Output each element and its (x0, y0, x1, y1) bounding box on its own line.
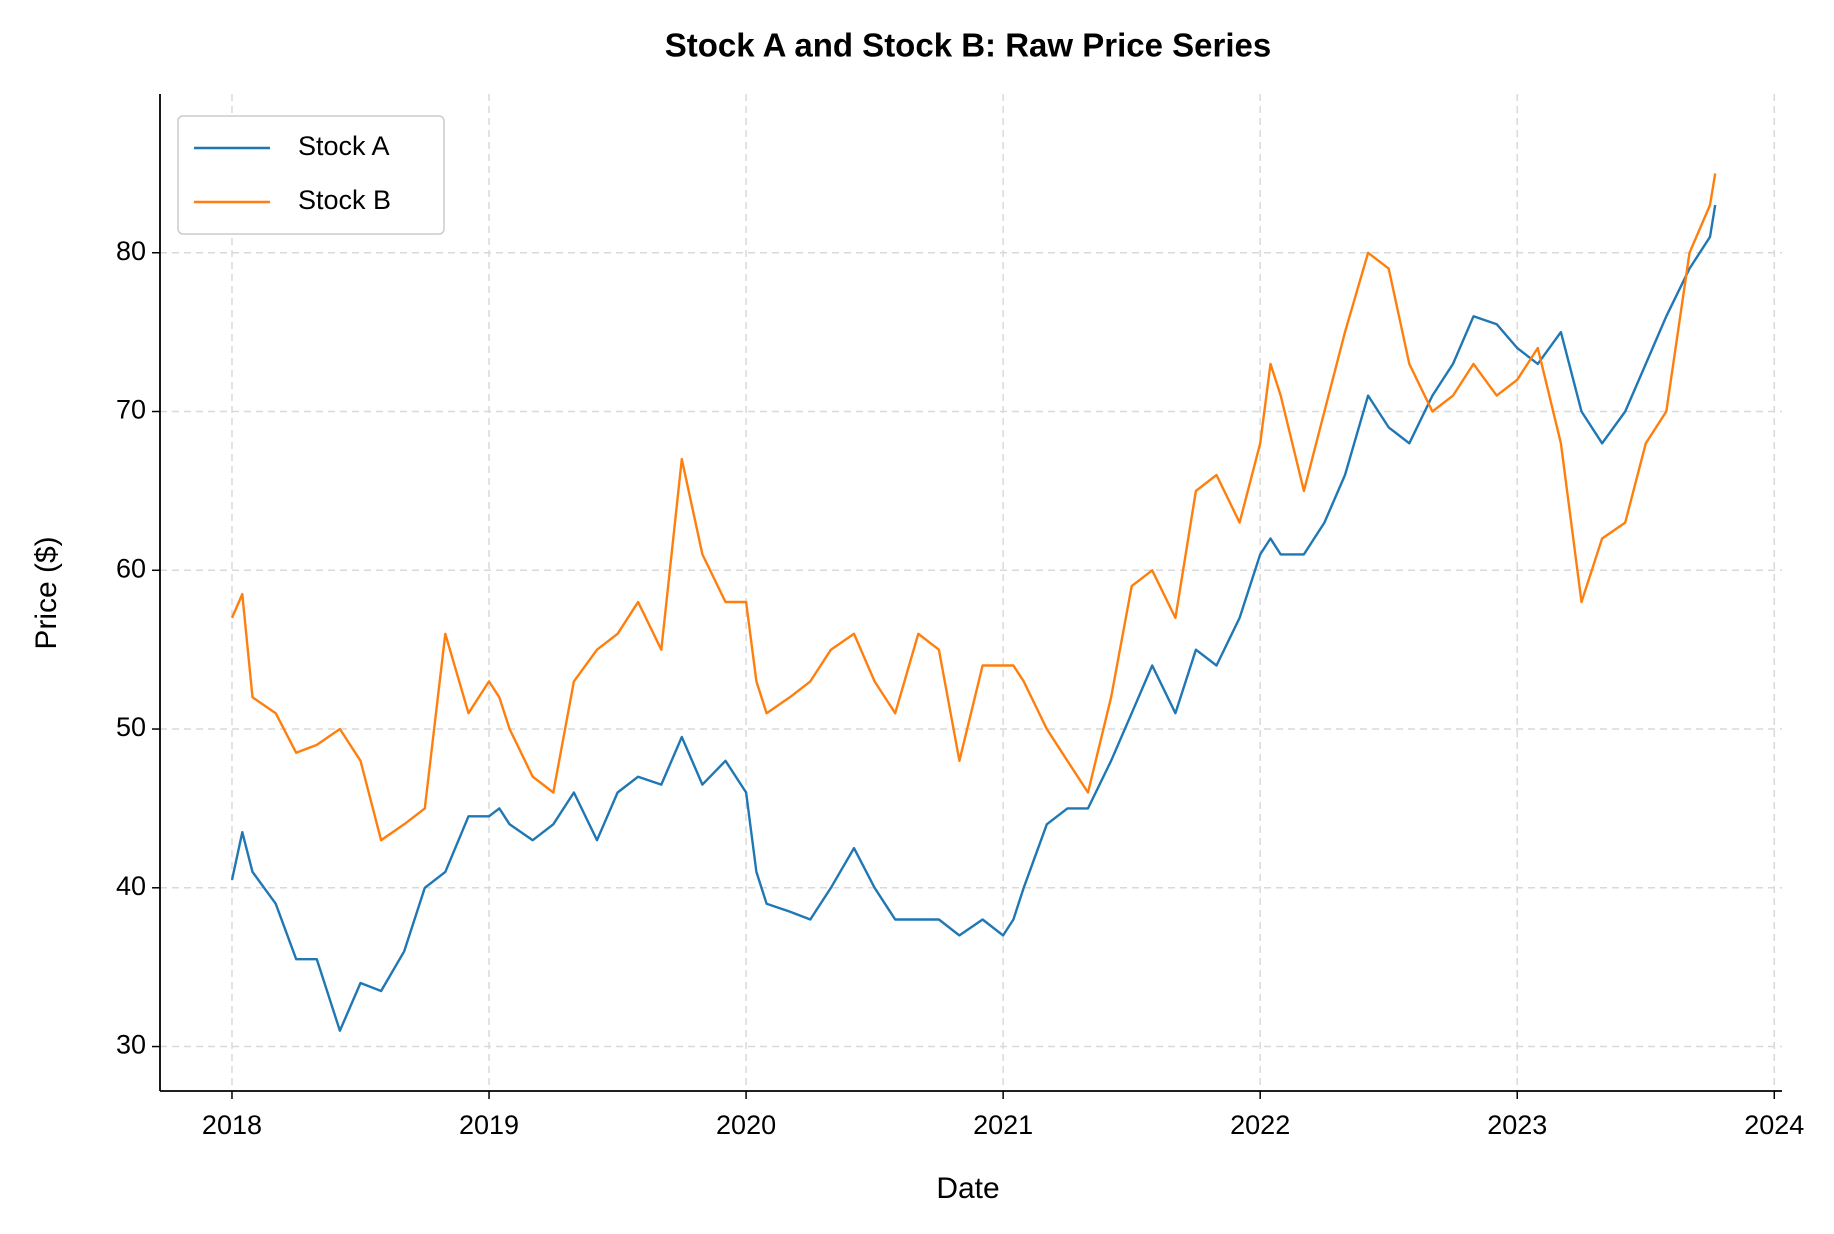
x-tick-label: 2018 (202, 1110, 262, 1140)
chart-title: Stock A and Stock B: Raw Price Series (665, 27, 1271, 64)
x-tick-label: 2024 (1744, 1110, 1804, 1140)
y-tick-label: 70 (116, 395, 146, 425)
y-tick-label: 50 (116, 712, 146, 742)
x-tick-label: 2022 (1230, 1110, 1290, 1140)
x-tick-label: 2020 (716, 1110, 776, 1140)
legend-box (177, 115, 445, 235)
y-tick-label: 60 (116, 553, 146, 583)
y-tick-label: 80 (116, 236, 146, 266)
legend-label: Stock A (298, 131, 390, 161)
x-tick-label: 2023 (1487, 1110, 1547, 1140)
y-tick-label: 30 (116, 1030, 146, 1060)
y-tick-label: 40 (116, 871, 146, 901)
x-tick-label: 2019 (459, 1110, 519, 1140)
x-tick-label: 2021 (973, 1110, 1033, 1140)
y-axis-label: Price ($) (30, 536, 63, 649)
x-axis-label: Date (936, 1172, 999, 1205)
series-line (230, 204, 1717, 1032)
legend-label: Stock B (298, 185, 391, 215)
series-line (230, 173, 1717, 842)
